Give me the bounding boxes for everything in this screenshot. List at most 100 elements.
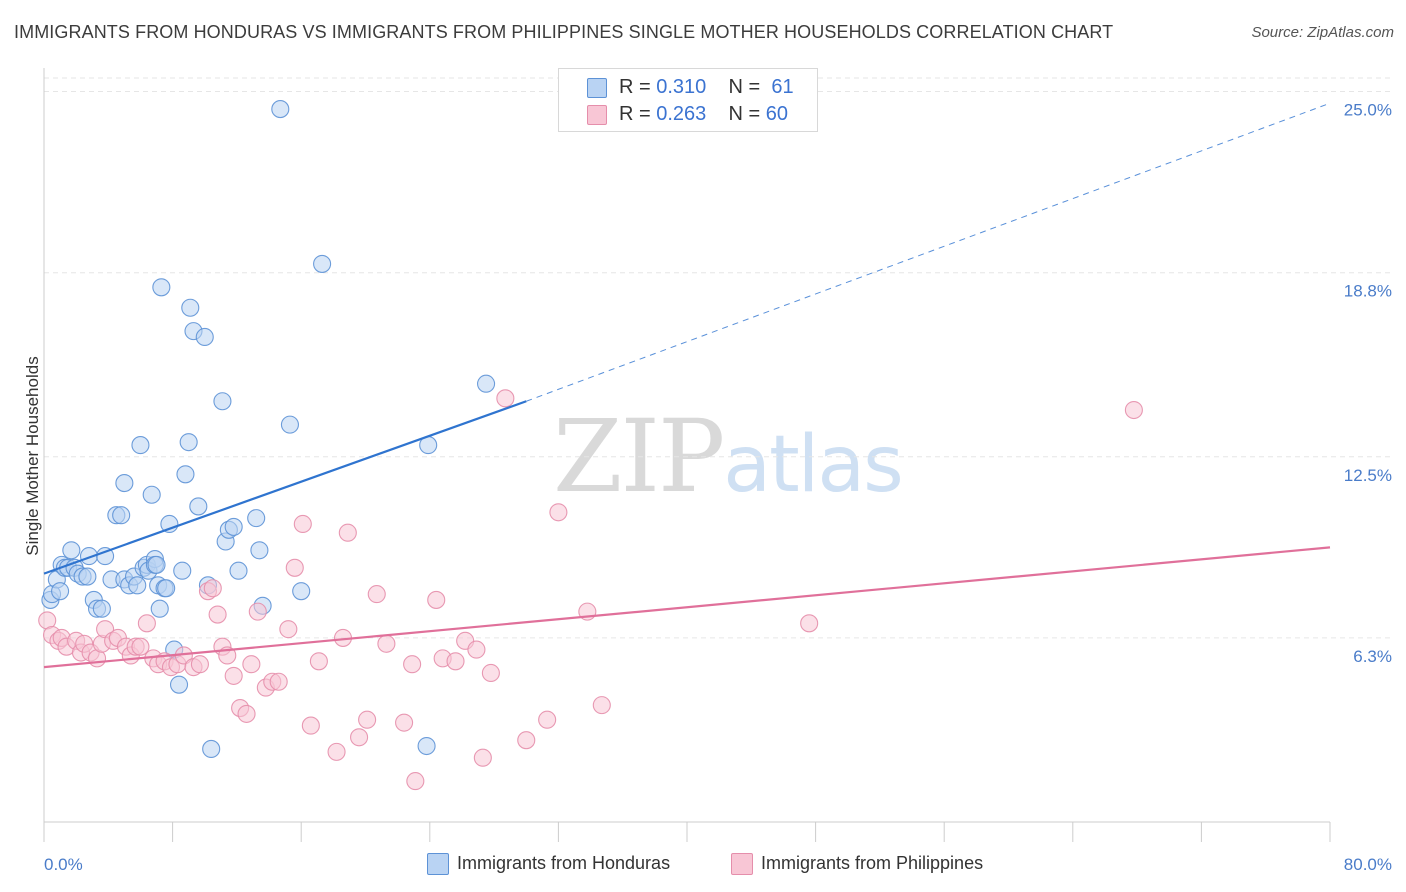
legend-r-value-philippines: 0.263 xyxy=(656,102,707,125)
y-tick-label: 18.8% xyxy=(1344,282,1392,301)
philippines-point xyxy=(367,585,386,604)
philippines-point xyxy=(517,731,536,750)
legend-n-value-honduras: 61 xyxy=(771,75,794,98)
philippines-point xyxy=(279,620,298,639)
honduras-point xyxy=(131,436,150,455)
philippines-point xyxy=(224,666,243,685)
bottom-legend-label-philippines: Immigrants from Philippines xyxy=(761,853,984,873)
honduras-point xyxy=(477,374,496,393)
watermark-atlas: atlas xyxy=(723,420,903,510)
philippines-point xyxy=(403,655,422,674)
honduras-point xyxy=(179,433,198,452)
honduras-point xyxy=(176,465,195,484)
legend-text-honduras: R = 0.310 N = 61 xyxy=(619,76,794,99)
honduras-point xyxy=(62,541,81,560)
philippines-point xyxy=(338,523,357,542)
watermark: ZIPatlas xyxy=(553,398,904,515)
philippines-point xyxy=(427,590,446,609)
grid-lines xyxy=(44,77,1390,639)
y-tick-label: 25.0% xyxy=(1344,101,1392,120)
legend-n-value-philippines: 60 xyxy=(765,102,789,125)
honduras-point xyxy=(173,561,192,580)
philippines-point xyxy=(481,663,500,683)
honduras-point xyxy=(51,582,70,601)
honduras-point xyxy=(112,506,131,525)
honduras-point xyxy=(181,298,200,317)
philippines-point xyxy=(496,389,515,408)
x-tick-label-max: 80.0% xyxy=(1344,855,1392,874)
legend-n-label: N = xyxy=(728,102,761,125)
philippines-point xyxy=(208,605,227,624)
philippines-point xyxy=(237,704,256,723)
correlation-legend: R = 0.310 N = 61 R = 0.263 N = 60 xyxy=(558,68,818,132)
philippines-point xyxy=(406,772,425,791)
honduras-point xyxy=(202,739,221,759)
honduras-point xyxy=(213,392,232,411)
honduras-point xyxy=(195,327,214,347)
philippines-point xyxy=(549,503,568,522)
honduras-point xyxy=(128,576,147,595)
legend-r-value-honduras: 0.310 xyxy=(656,75,707,98)
y-tick-label: 6.3% xyxy=(1353,647,1392,666)
philippines-point xyxy=(395,713,414,732)
tick-labels: 6.3% 12.5% 18.8% 25.0% 0.0% 80.0% xyxy=(44,101,1392,874)
honduras-point xyxy=(115,474,134,493)
philippines-point xyxy=(309,652,328,671)
honduras-point xyxy=(229,561,248,580)
data-points xyxy=(38,100,1143,791)
philippines-point xyxy=(248,602,267,621)
honduras-point xyxy=(250,541,269,560)
legend-r-label: R = xyxy=(619,75,651,98)
honduras-point xyxy=(280,415,299,434)
philippines-point xyxy=(203,579,222,598)
legend-swatch-honduras xyxy=(587,78,607,98)
honduras-point xyxy=(189,497,208,516)
legend-swatch-philippines xyxy=(587,105,607,125)
honduras-point xyxy=(152,278,171,297)
philippines-point xyxy=(350,728,369,747)
bottom-legend-swatch-honduras xyxy=(427,853,449,875)
honduras-trend-extension xyxy=(526,102,1331,402)
x-tick-label-min: 0.0% xyxy=(44,855,83,874)
philippines-point xyxy=(377,634,396,653)
honduras-point xyxy=(96,547,115,566)
philippines-point xyxy=(467,640,486,659)
honduras-point xyxy=(313,254,332,273)
philippines-trend-line xyxy=(43,546,1331,669)
honduras-point xyxy=(150,599,169,618)
source-label: Source: ZipAtlas.com xyxy=(1251,24,1394,41)
honduras-trend-line xyxy=(43,400,527,575)
honduras-point xyxy=(157,579,176,598)
y-tick-label: 12.5% xyxy=(1344,466,1392,485)
bottom-legend-label-honduras: Immigrants from Honduras xyxy=(457,853,671,873)
philippines-point xyxy=(592,696,611,715)
philippines-point xyxy=(293,514,312,534)
philippines-point xyxy=(269,672,288,691)
legend-text-philippines: R = 0.263 N = 60 xyxy=(619,103,788,126)
trend-lines xyxy=(43,102,1331,669)
bottom-legend-swatch-philippines xyxy=(731,853,753,875)
chart-title: IMMIGRANTS FROM HONDURAS VS IMMIGRANTS F… xyxy=(14,22,1114,42)
philippines-point xyxy=(446,652,465,671)
philippines-point xyxy=(327,742,346,761)
philippines-point xyxy=(358,710,377,729)
legend-n-label: N = xyxy=(728,75,761,98)
honduras-point xyxy=(292,582,311,601)
honduras-point xyxy=(142,485,161,504)
y-axis-label: Single Mother Households xyxy=(23,356,42,555)
honduras-point xyxy=(78,567,97,586)
honduras-point xyxy=(169,675,189,694)
axes xyxy=(43,68,1331,842)
honduras-point xyxy=(417,736,436,756)
legend-r-label: R = xyxy=(619,102,651,125)
honduras-point xyxy=(92,599,111,618)
philippines-point xyxy=(301,716,320,735)
philippines-point xyxy=(190,655,209,674)
philippines-point xyxy=(131,637,150,656)
philippines-point xyxy=(285,558,304,577)
honduras-point xyxy=(224,517,243,536)
philippines-point xyxy=(473,748,492,767)
philippines-point xyxy=(1124,400,1143,420)
philippines-point xyxy=(137,614,156,633)
